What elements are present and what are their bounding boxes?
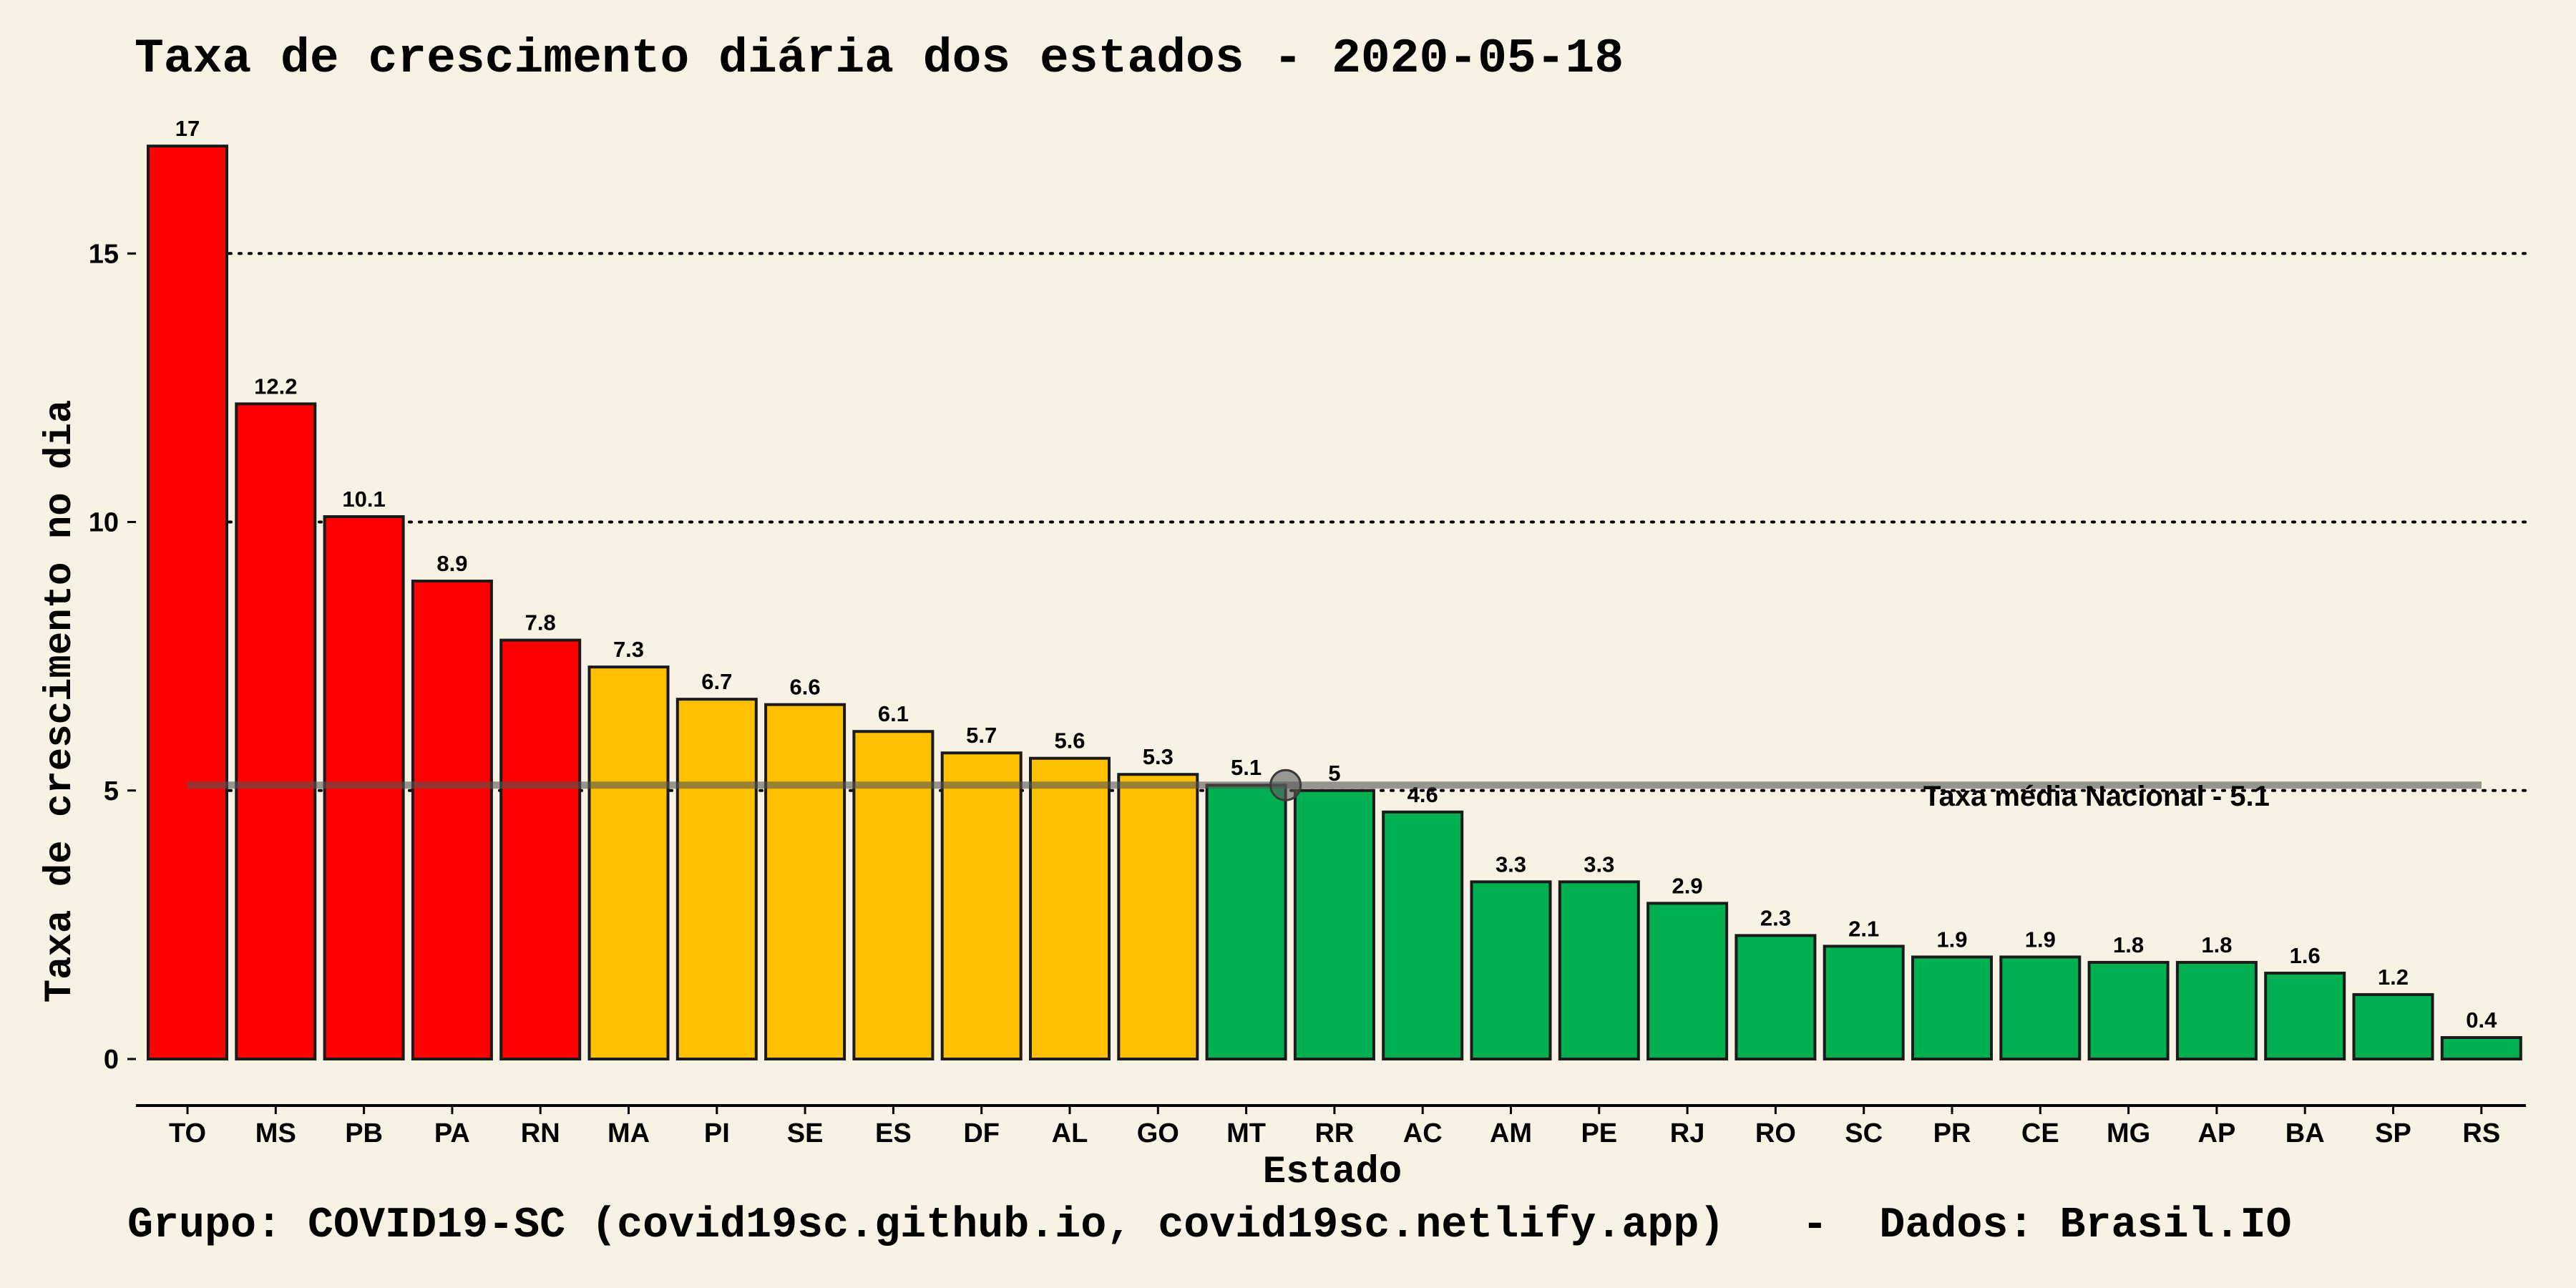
- bar-rs: [2440, 1035, 2522, 1060]
- data-label: 3.3: [1584, 852, 1614, 877]
- data-label: 2.9: [1672, 873, 1703, 898]
- data-label: 5.1: [1231, 755, 1262, 780]
- x-tick-label: PE: [1581, 1118, 1617, 1148]
- bar-ro: [1735, 934, 1817, 1061]
- bar-ms: [235, 402, 317, 1060]
- bar-rn: [499, 638, 582, 1060]
- bar-ce: [1999, 955, 2082, 1061]
- x-tick-label: DF: [963, 1118, 1000, 1148]
- y-tick-label: 10: [89, 508, 119, 538]
- data-label: 1.9: [1936, 927, 1967, 952]
- x-tick-label: SP: [2375, 1118, 2411, 1148]
- x-axis-title: Estado: [1263, 1151, 1402, 1194]
- data-labels: 17 12.2 10.1 8.9 7.8 7.3 6.7 6.6 6.1 5.7 5.6 5.3 5.1…: [175, 116, 2497, 1033]
- bar-se: [764, 703, 847, 1060]
- bar-ba: [2264, 971, 2346, 1061]
- x-tick-label: SC: [1845, 1118, 1883, 1148]
- bar-ap: [2175, 960, 2258, 1061]
- x-tick-label: RN: [521, 1118, 560, 1148]
- x-tick-label: MG: [2107, 1118, 2150, 1148]
- x-tick-label: ES: [875, 1118, 912, 1148]
- data-label: 1.2: [2378, 965, 2409, 990]
- bar-ma: [587, 665, 670, 1060]
- reference-line-group: Taxa média Nacional - 5.1: [187, 769, 2482, 812]
- data-label: 1.6: [2290, 943, 2321, 968]
- bar-to: [147, 145, 228, 1060]
- bar-am: [1470, 880, 1552, 1060]
- y-axis-title: Taxa de crescimento no dia: [39, 400, 82, 1003]
- x-tick-label: PI: [704, 1118, 730, 1148]
- bar-mt: [1205, 784, 1287, 1060]
- x-tick-label: TO: [169, 1118, 206, 1148]
- bar-pi: [675, 698, 758, 1060]
- x-tick-label: MT: [1226, 1118, 1266, 1148]
- bar-pa: [411, 580, 493, 1060]
- bar-pe: [1558, 880, 1640, 1060]
- data-label: 5: [1328, 761, 1340, 786]
- bar-sc: [1823, 945, 1905, 1061]
- x-tick-label: RR: [1314, 1118, 1354, 1148]
- x-tick-label: AM: [1490, 1118, 1532, 1148]
- x-tick-label: PA: [434, 1118, 470, 1148]
- x-tick-label: CE: [2021, 1118, 2059, 1148]
- x-tick-label: AP: [2198, 1118, 2236, 1148]
- bar-sp: [2352, 992, 2434, 1060]
- data-label: 7.8: [525, 610, 556, 635]
- x-tick-label: GO: [1137, 1118, 1179, 1148]
- y-tick-label: 5: [104, 776, 119, 806]
- x-tick-label: AL: [1052, 1118, 1088, 1148]
- data-label: 1.8: [2113, 932, 2144, 957]
- x-tick-label: RS: [2462, 1118, 2500, 1148]
- x-tick-label: MA: [608, 1118, 650, 1148]
- x-tick-label: MS: [255, 1118, 296, 1148]
- data-label: 1.8: [2201, 932, 2232, 957]
- data-label: 5.7: [966, 723, 997, 748]
- axes: 0 5 10 15 TO MS PB PA RN MA PI SE ES DF AL GO MT RR AC AM PE…: [89, 239, 2526, 1148]
- bar-ac: [1382, 810, 1464, 1061]
- bar-pr: [1911, 955, 1993, 1061]
- bar-df: [940, 751, 1023, 1060]
- x-tick-label: RO: [1755, 1118, 1796, 1148]
- data-label: 8.9: [436, 551, 467, 576]
- data-label: 0.4: [2466, 1008, 2497, 1033]
- x-tick-label: PR: [1933, 1118, 1971, 1148]
- bar-al: [1029, 756, 1111, 1060]
- x-tick-label: SE: [787, 1118, 824, 1148]
- x-tick-label: AC: [1403, 1118, 1443, 1148]
- data-label: 2.3: [1760, 905, 1791, 930]
- data-label: 6.6: [790, 675, 821, 700]
- bar-go: [1117, 773, 1199, 1060]
- bars: [147, 145, 2522, 1061]
- bar-es: [852, 730, 935, 1060]
- data-label: 5.6: [1054, 728, 1085, 753]
- data-label: 10.1: [342, 487, 385, 512]
- x-tick-label: RJ: [1670, 1118, 1705, 1148]
- footer-credits: Grupo: COVID19-SC (covid19sc.github.io, …: [127, 1201, 2292, 1250]
- data-label: 3.3: [1496, 852, 1526, 877]
- chart-title: Taxa de crescimento diária dos estados -…: [135, 31, 1624, 87]
- data-label: 12.2: [254, 374, 297, 399]
- data-label: 17: [175, 116, 200, 141]
- national-average-label: Taxa média Nacional - 5.1: [1923, 781, 2270, 812]
- x-tick-label: PB: [345, 1118, 383, 1148]
- national-average-marker: [1269, 769, 1302, 801]
- bar-mg: [2087, 960, 2170, 1061]
- data-label: 2.1: [1848, 916, 1879, 941]
- y-tick-label: 0: [104, 1045, 119, 1075]
- data-label: 6.1: [878, 701, 909, 726]
- data-label: 5.3: [1143, 744, 1174, 769]
- data-label: 7.3: [613, 637, 644, 662]
- data-label: 1.9: [2025, 927, 2056, 952]
- bar-rj: [1646, 902, 1729, 1060]
- x-tick-label: BA: [2285, 1118, 2325, 1148]
- y-tick-label: 15: [89, 239, 119, 269]
- bar-rr: [1293, 789, 1375, 1060]
- data-label: 6.7: [701, 669, 732, 694]
